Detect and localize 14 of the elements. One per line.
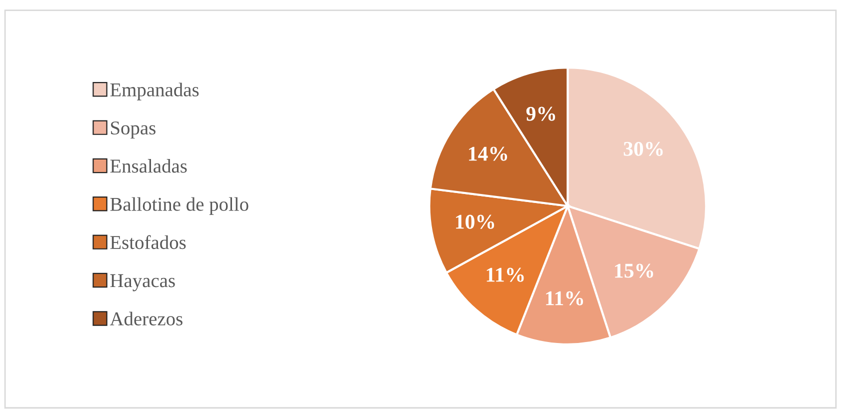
data-label: 9% (526, 106, 556, 121)
legend-label: Ensaladas (110, 159, 187, 173)
legend-label: Ballotine de pollo (110, 197, 248, 215)
legend-label: Empanadas (110, 82, 199, 100)
legend-label: Aderezos (110, 312, 182, 326)
data-label: 10% (456, 214, 494, 229)
legend-label: Estofados (110, 235, 186, 250)
legend-label: Sopas (111, 121, 156, 139)
data-label: 14% (469, 146, 508, 161)
legend-label: Hayacas (110, 274, 175, 292)
data-label: 15% (615, 264, 654, 278)
data-label: 11% (486, 268, 524, 282)
data-label: 11% (546, 291, 584, 306)
data-label: 30% (624, 142, 663, 156)
